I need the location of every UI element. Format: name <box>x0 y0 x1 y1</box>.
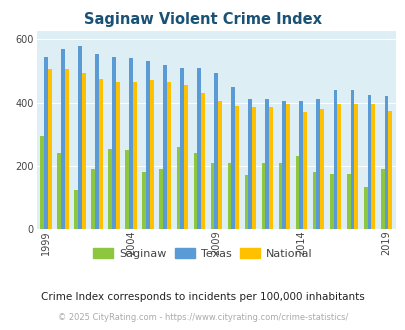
Bar <box>48 69 51 229</box>
Bar <box>95 53 99 229</box>
Bar <box>367 95 371 229</box>
Bar <box>129 58 132 229</box>
Legend: Saginaw, Texas, National: Saginaw, Texas, National <box>89 244 316 263</box>
Bar <box>166 82 171 229</box>
Bar <box>183 85 187 229</box>
Bar <box>132 82 136 229</box>
Bar <box>252 107 255 229</box>
Bar <box>282 101 286 229</box>
Bar <box>163 65 166 229</box>
Bar <box>57 153 61 229</box>
Bar <box>265 99 269 229</box>
Bar <box>363 186 367 229</box>
Bar <box>61 49 65 229</box>
Bar <box>146 61 149 229</box>
Bar <box>210 163 214 229</box>
Text: Saginaw Violent Crime Index: Saginaw Violent Crime Index <box>84 12 321 26</box>
Bar <box>312 172 316 229</box>
Bar <box>371 104 374 229</box>
Bar <box>227 163 231 229</box>
Bar <box>231 87 234 229</box>
Bar <box>234 106 238 229</box>
Bar <box>115 82 119 229</box>
Bar <box>108 148 112 229</box>
Text: © 2025 CityRating.com - https://www.cityrating.com/crime-statistics/: © 2025 CityRating.com - https://www.city… <box>58 313 347 322</box>
Bar <box>200 93 204 229</box>
Bar <box>299 101 303 229</box>
Bar <box>248 99 252 229</box>
Bar <box>65 69 68 229</box>
Bar <box>44 57 48 229</box>
Bar <box>193 153 197 229</box>
Bar <box>74 190 78 229</box>
Bar <box>149 81 153 229</box>
Bar <box>278 163 282 229</box>
Bar <box>125 150 129 229</box>
Bar <box>388 111 391 229</box>
Bar <box>316 99 320 229</box>
Bar <box>159 169 163 229</box>
Bar <box>350 90 354 229</box>
Bar <box>346 174 350 229</box>
Bar <box>286 104 289 229</box>
Bar <box>329 174 333 229</box>
Bar <box>78 46 82 229</box>
Text: Crime Index corresponds to incidents per 100,000 inhabitants: Crime Index corresponds to incidents per… <box>41 292 364 302</box>
Bar <box>142 172 146 229</box>
Bar <box>333 90 337 229</box>
Bar <box>295 156 299 229</box>
Bar <box>337 104 340 229</box>
Bar <box>380 169 384 229</box>
Bar <box>303 112 306 229</box>
Bar <box>261 163 265 229</box>
Bar <box>197 68 200 229</box>
Bar <box>40 136 44 229</box>
Bar <box>320 109 323 229</box>
Bar <box>176 147 180 229</box>
Bar <box>214 73 217 229</box>
Bar <box>91 169 95 229</box>
Bar <box>384 96 388 229</box>
Bar <box>217 101 221 229</box>
Bar <box>112 57 115 229</box>
Bar <box>82 73 85 229</box>
Bar <box>269 107 272 229</box>
Bar <box>180 68 183 229</box>
Bar <box>99 79 102 229</box>
Bar <box>244 176 248 229</box>
Bar <box>354 104 357 229</box>
